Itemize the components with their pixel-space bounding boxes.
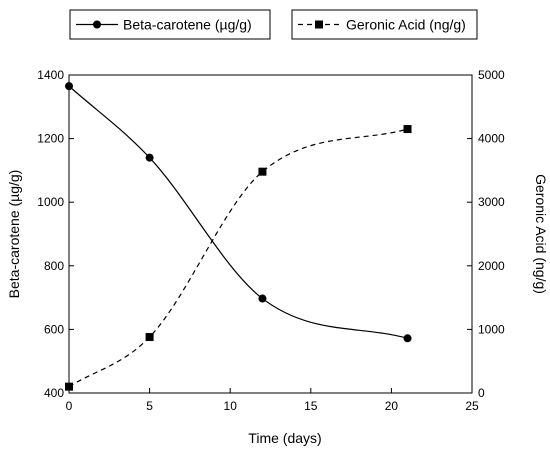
y-left-tick-label: 400 xyxy=(44,386,64,400)
x-tick-label: 0 xyxy=(66,399,73,413)
data-point-geronic xyxy=(403,125,412,134)
x-tick-label: 15 xyxy=(304,399,318,413)
y-left-tick-label: 600 xyxy=(44,322,64,336)
x-axis-ticks: 0 5 10 15 20 25 xyxy=(66,388,479,413)
legend-item-geronic-acid: Geronic Acid (ng/g) xyxy=(291,9,478,40)
y-right-tick-label: 1000 xyxy=(478,322,505,336)
x-axis-title: Time (days) xyxy=(248,430,321,446)
series-geronic xyxy=(65,125,412,391)
y-right-axis-ticks: 0 1000 2000 3000 4000 5000 xyxy=(467,68,505,400)
x-tick-label: 20 xyxy=(385,399,399,413)
y-right-axis-title: Geronic Acid (ng/g) xyxy=(533,174,549,294)
data-point-geronic xyxy=(145,333,154,342)
data-point-beta-carotene xyxy=(145,153,154,162)
y-right-tick-label: 5000 xyxy=(478,68,505,82)
legend: Beta-carotene (µg/g) Geronic Acid (ng/g) xyxy=(69,9,478,40)
y-left-tick-label: 1400 xyxy=(37,68,64,82)
y-right-tick-label: 0 xyxy=(478,386,485,400)
x-tick-label: 25 xyxy=(465,399,479,413)
data-point-beta-carotene xyxy=(403,334,412,343)
data-point-geronic xyxy=(65,382,73,391)
y-left-tick-label: 1000 xyxy=(37,195,64,209)
y-right-tick-label: 4000 xyxy=(478,132,505,146)
legend-marker-geronic-acid xyxy=(315,20,323,29)
legend-item-beta-carotene: Beta-carotene (µg/g) xyxy=(69,9,271,40)
legend-label-geronic-acid: Geronic Acid (ng/g) xyxy=(346,17,466,33)
plot-frame xyxy=(68,74,473,394)
legend-marker-beta-carotene xyxy=(93,20,101,29)
y-right-tick-label: 2000 xyxy=(478,259,505,273)
x-tick-label: 10 xyxy=(224,399,238,413)
data-point-beta-carotene xyxy=(258,294,267,303)
series-beta-carotene xyxy=(65,82,412,343)
x-tick-label: 5 xyxy=(146,399,153,413)
y-left-tick-label: 800 xyxy=(44,259,64,273)
series-group xyxy=(65,82,412,391)
y-right-tick-label: 3000 xyxy=(478,195,505,209)
series-line-geronic xyxy=(68,128,408,388)
data-point-geronic xyxy=(258,167,267,176)
y-left-axis-ticks: 400 600 800 1000 1200 1400 xyxy=(37,68,74,400)
y-left-tick-label: 1200 xyxy=(37,132,64,146)
legend-label-beta-carotene: Beta-carotene (µg/g) xyxy=(123,17,252,33)
y-left-axis-title: Beta-carotene (µg/g) xyxy=(6,170,22,299)
data-point-beta-carotene xyxy=(65,82,73,91)
series-line-beta-carotene xyxy=(68,85,408,339)
